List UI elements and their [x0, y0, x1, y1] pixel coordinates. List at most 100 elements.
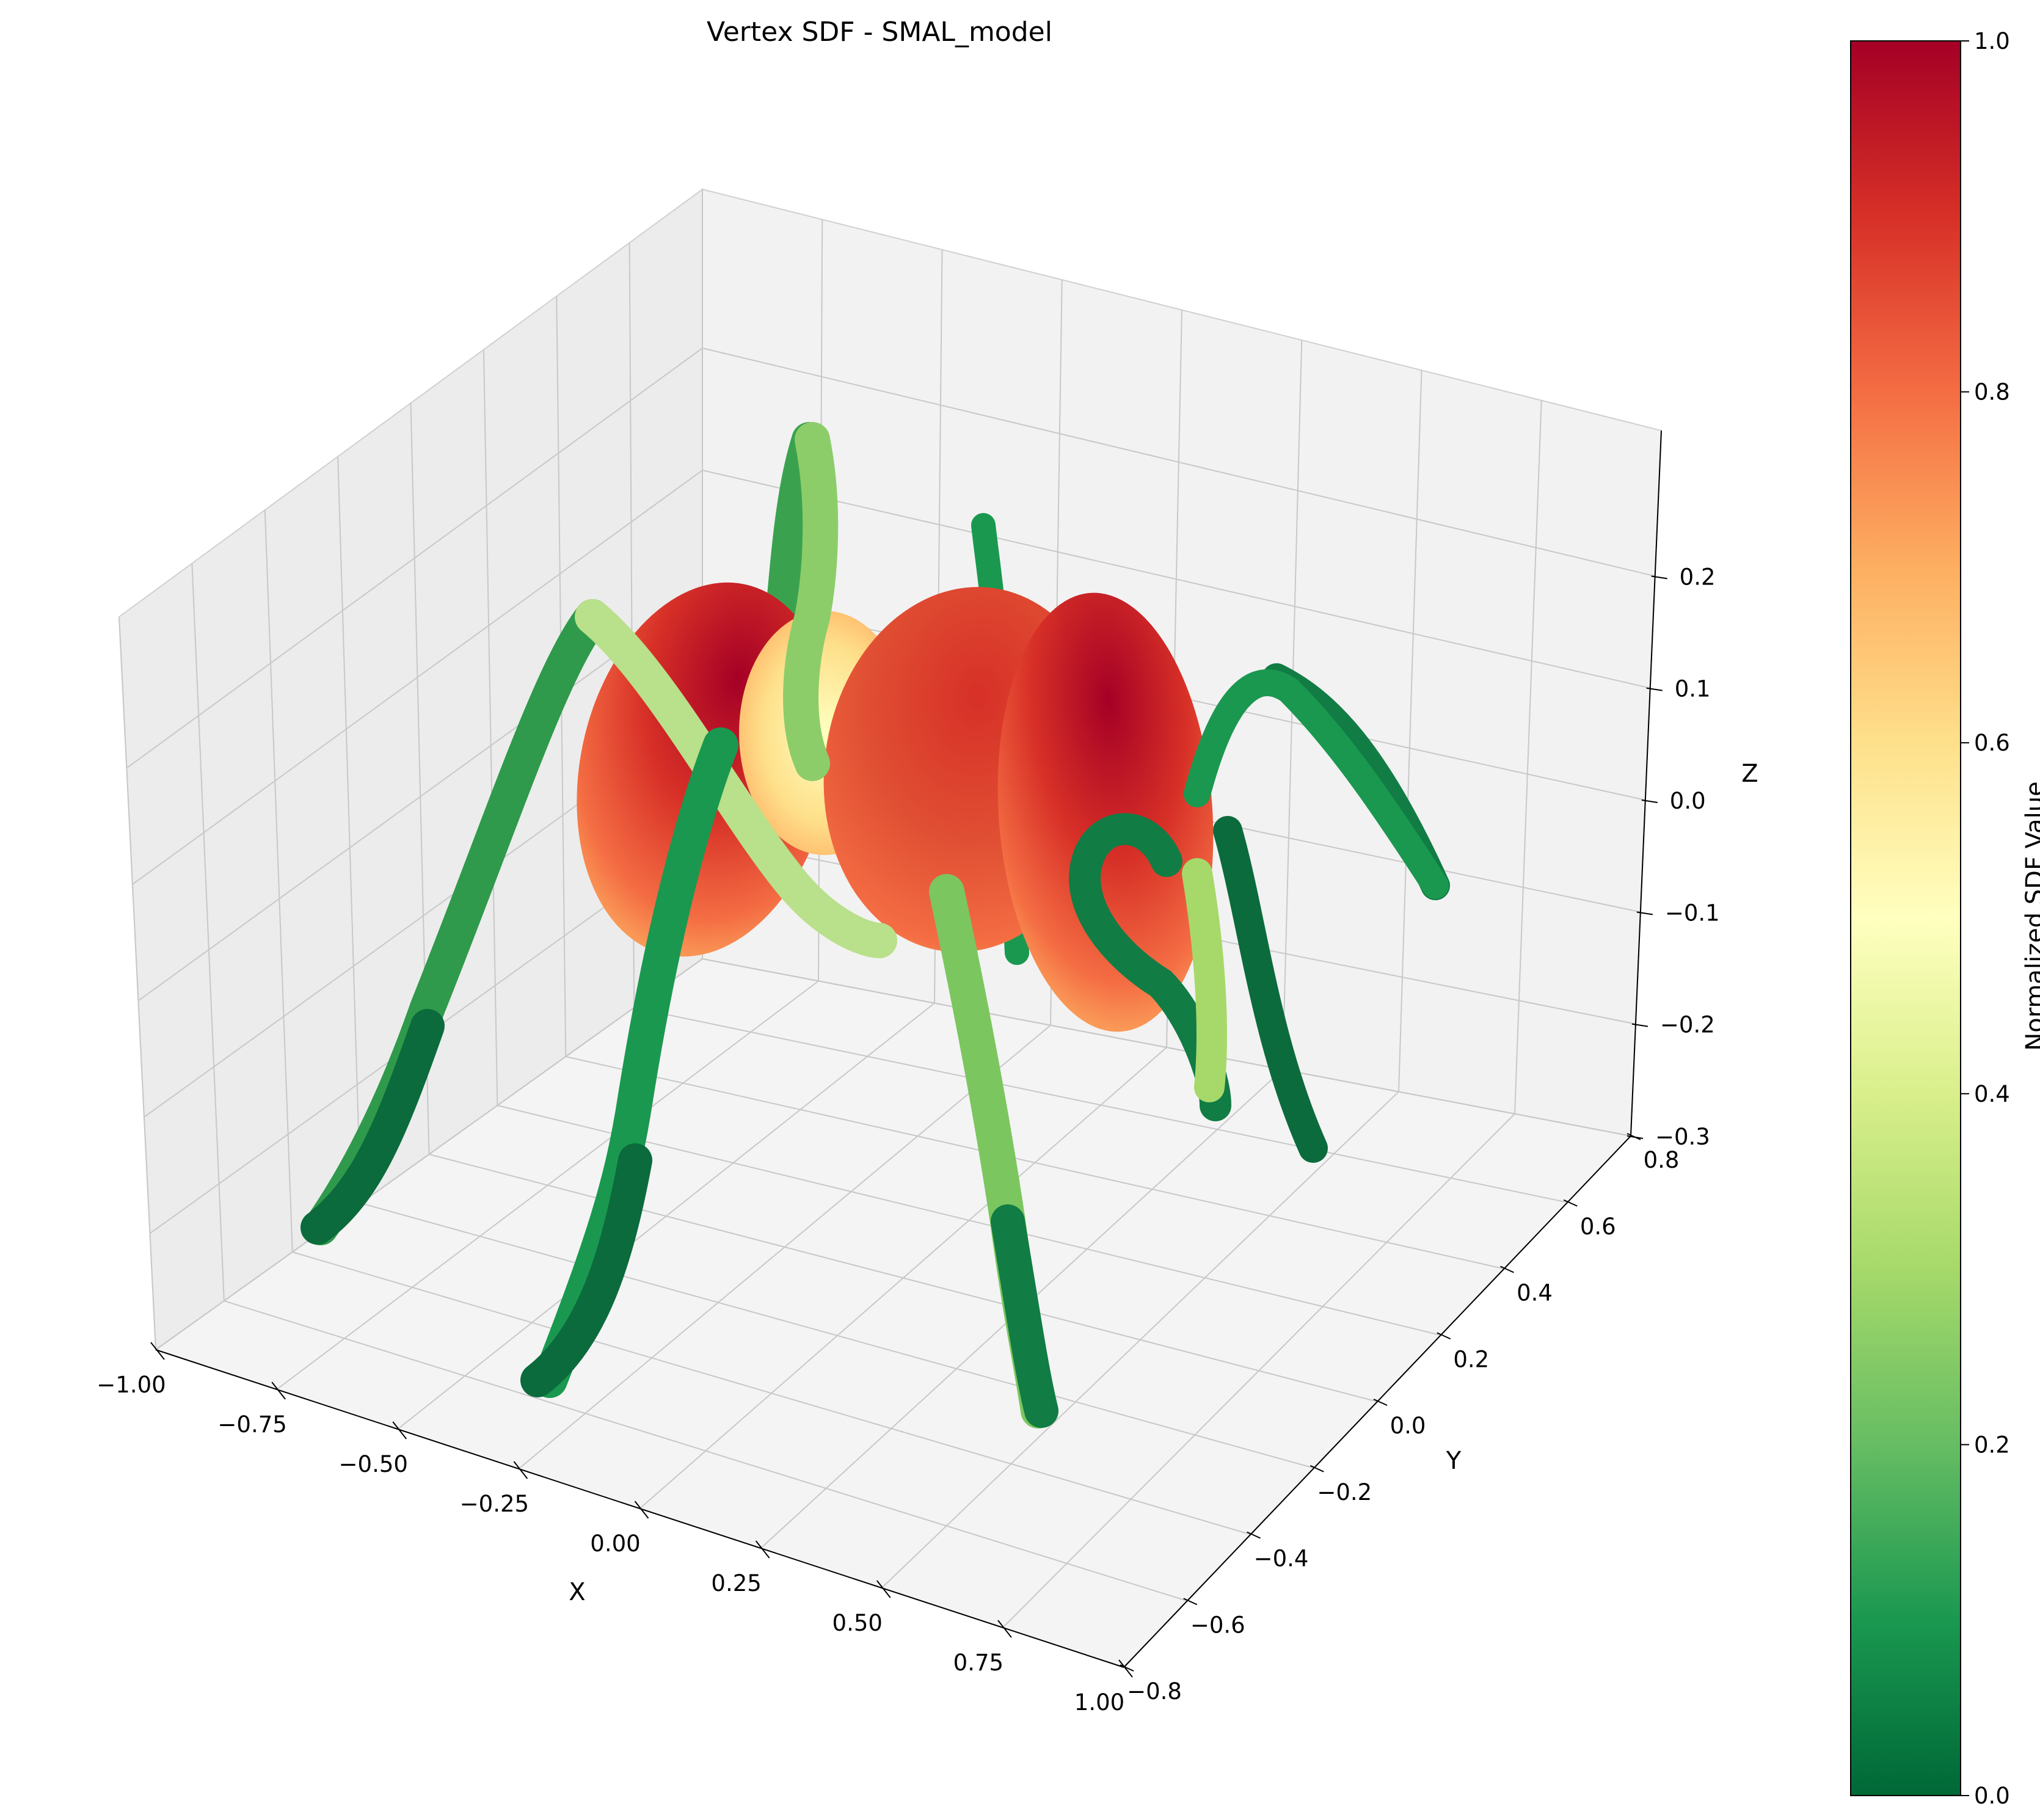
x-tick-mark: [271, 1381, 286, 1400]
y-tick-mark: [1247, 1531, 1261, 1539]
colorbar: 0.0 0.2 0.4 0.6 0.8 1.0 Normalized SDF Value: [1850, 28, 2040, 1809]
y-ticks: −0.8 −0.6 −0.4 −0.2 0.0 0.2 0.4 0.6 0.8: [1120, 1133, 1680, 1705]
leg-front-left-upper: [783, 422, 839, 781]
x-tick-mark: [513, 1461, 528, 1479]
leg-front-left-hip: [575, 599, 897, 958]
x-axis-line: [155, 1349, 1124, 1668]
leg-front-left-foot: [301, 1009, 445, 1245]
y-tick-mark: [1183, 1598, 1198, 1606]
colorbar-tick-label: 0.6: [1974, 730, 2010, 756]
colorbar-tick-label: 0.8: [1974, 379, 2010, 406]
x-tick-label: 0.00: [590, 1531, 640, 1557]
x-tick-mark: [634, 1501, 649, 1519]
z-axis-label: Z: [1741, 760, 1758, 788]
x-tick-mark: [1118, 1659, 1133, 1678]
grid-line-y-floor: [224, 1300, 1188, 1602]
y-tick-label: −0.4: [1254, 1546, 1309, 1572]
z-tick-mark: [1641, 799, 1658, 803]
z-tick-label: −0.2: [1660, 1012, 1715, 1038]
x-ticks: −1.00 −0.75 −0.50 −0.25 0.00 0.25 0.50 0.75 1.00: [97, 1342, 1133, 1716]
z-tick-label: −0.3: [1655, 1124, 1710, 1150]
z-tick-mark: [1636, 911, 1653, 915]
y-tick-label: 0.8: [1644, 1147, 1680, 1173]
grid-line-z-left: [126, 348, 703, 769]
z-ticks: −0.3 −0.2 −0.1 0.0 0.1 0.2: [1627, 564, 1720, 1150]
x-tick-mark: [150, 1342, 165, 1360]
colorbar-tick-label: 1.0: [1974, 28, 2010, 54]
x-tick-label: 0.50: [832, 1610, 883, 1636]
x-tick-mark: [876, 1580, 891, 1598]
colorbar-tick-label: 0.2: [1974, 1432, 2010, 1458]
grid-line-y-left: [264, 509, 293, 1253]
scatter-legs-front: [301, 422, 1449, 1429]
z-tick-mark: [1627, 1135, 1644, 1139]
y-tick-label: 0.2: [1453, 1346, 1489, 1372]
grid-line-z-back: [702, 348, 1655, 577]
x-tick-label: −1.00: [97, 1372, 166, 1398]
colorbar-tick-label: 0.0: [1974, 1783, 2010, 1809]
y-tick-mark: [1120, 1664, 1134, 1672]
z-tick-mark: [1651, 575, 1667, 580]
y-tick-label: 0.6: [1580, 1214, 1616, 1240]
colorbar-bar: [1850, 40, 1961, 1796]
leg-front-mid-foot: [520, 1143, 652, 1397]
z-tick-label: 0.1: [1675, 676, 1711, 702]
x-axis-label: X: [569, 1578, 585, 1606]
leg-far-right: [1184, 669, 1449, 899]
grid-line-z-back: [702, 958, 1631, 1137]
grid-line-y-left: [118, 616, 156, 1350]
colorbar-ticks: 0.0 0.2 0.4 0.6 0.8 1.0: [1961, 28, 2010, 1809]
colorbar-tick-label: 0.4: [1974, 1081, 2010, 1107]
z-tick-label: −0.1: [1665, 900, 1720, 926]
y-tick-mark: [1373, 1399, 1388, 1406]
grid-line-z-left: [155, 958, 703, 1350]
y-axis-label: Y: [1446, 1447, 1462, 1475]
grid-line-x-back: [1398, 370, 1423, 1092]
y-tick-mark: [1437, 1332, 1451, 1340]
z-tick-mark: [1646, 687, 1663, 691]
y-tick-label: −0.2: [1317, 1479, 1372, 1505]
grid-line-y-floor: [566, 1056, 1504, 1270]
grid-line-z-back: [702, 470, 1650, 689]
y-tick-label: −0.8: [1127, 1678, 1182, 1705]
x-tick-mark: [755, 1540, 770, 1559]
y-tick-mark: [1310, 1465, 1324, 1472]
x-tick-label: 1.00: [1074, 1689, 1124, 1716]
leg-front-center-foot: [991, 1204, 1058, 1428]
grid-line-y-left: [337, 456, 362, 1204]
x-tick-mark: [997, 1620, 1012, 1638]
grid-line-z-left: [137, 592, 703, 1002]
leg-back-right-tip: [1213, 816, 1328, 1163]
z-tick-label: 0.2: [1680, 564, 1716, 590]
grid-line-x-back: [1514, 400, 1542, 1114]
body-right: [997, 592, 1214, 1032]
y-tick-label: 0.4: [1517, 1280, 1553, 1306]
y-tick-mark: [1500, 1265, 1514, 1273]
y-tick-label: −0.6: [1190, 1612, 1245, 1638]
x-tick-label: −0.50: [339, 1451, 408, 1477]
z-tick-mark: [1631, 1023, 1648, 1027]
colorbar-label: Normalized SDF Value: [2021, 781, 2040, 1050]
x-tick-mark: [392, 1421, 407, 1440]
grid-line-y-floor: [633, 1007, 1568, 1203]
axes-3d: −1.00 −0.75 −0.50 −0.25 0.00 0.25 0.50 0.75 1.00…: [97, 188, 1720, 1716]
grid-line-z-left: [132, 470, 703, 885]
chart-title: Vertex SDF - SMAL_model: [707, 16, 1052, 48]
y-tick-mark: [1563, 1199, 1578, 1207]
x-tick-label: −0.75: [217, 1411, 286, 1438]
grid-line-y-floor: [292, 1251, 1251, 1535]
z-tick-label: 0.0: [1670, 788, 1706, 814]
axis-lines: [155, 430, 1662, 1668]
grid-line-y-floor: [497, 1105, 1441, 1336]
y-tick-label: 0.0: [1390, 1413, 1426, 1439]
x-tick-label: 0.25: [711, 1570, 761, 1596]
grid-line-y-left: [191, 563, 225, 1301]
y-axis-line: [1123, 1135, 1631, 1668]
grid-line-y-floor: [360, 1203, 1314, 1469]
x-tick-label: −0.25: [460, 1491, 529, 1517]
x-tick-label: 0.75: [953, 1650, 1004, 1676]
z-axis-line: [1630, 430, 1662, 1137]
grid-line-y-left: [483, 349, 498, 1106]
leg-front-right-lower: [1182, 858, 1227, 1102]
